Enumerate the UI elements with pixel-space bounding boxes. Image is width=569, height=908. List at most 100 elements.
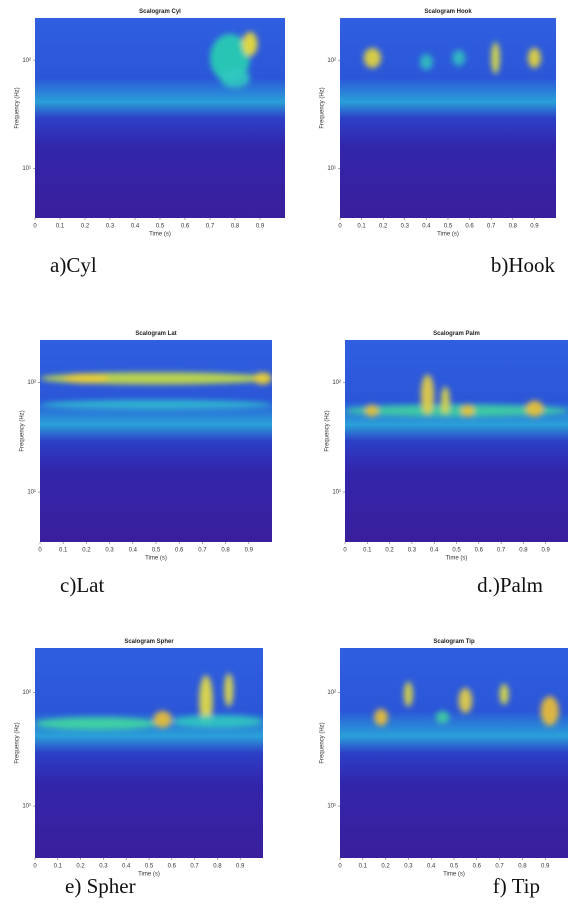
heatmap	[345, 340, 568, 542]
blob	[345, 404, 568, 417]
x-tick-label: 0.9	[530, 224, 539, 230]
x-tick-label: 0.1	[357, 224, 366, 230]
x-tick-label: 0.5	[452, 548, 461, 554]
x-tick-label: 0.3	[408, 548, 417, 554]
blob	[527, 48, 541, 68]
x-tick-label: 0	[338, 864, 342, 870]
x-tick-label: 0.7	[497, 548, 506, 554]
blob	[435, 711, 450, 724]
heatmap	[40, 340, 272, 542]
x-tick-label: 0.4	[430, 548, 439, 554]
y-axis-label: Frequency (Hz)	[15, 722, 21, 763]
blob	[63, 373, 110, 384]
x-tick-label: 0.4	[131, 224, 140, 230]
caption: d.)Palm	[477, 573, 543, 597]
x-tick-label: 0.3	[401, 224, 410, 230]
panel-title: Scalogram Hook	[424, 9, 472, 15]
y-axis-label: Frequency (Hz)	[320, 722, 326, 763]
panel: Scalogram Tip 0 0.1 0.2 0.3 0.4 0.5 0.6 0.7 0.8 0.…	[320, 639, 568, 898]
blob	[420, 374, 435, 415]
blob	[403, 681, 413, 707]
x-axis-label: Time (s)	[437, 232, 459, 238]
x-tick-label: 0.7	[495, 864, 504, 870]
x-tick-label: 0.5	[156, 224, 165, 230]
heatmap-blobs	[363, 42, 541, 74]
x-tick-label: 0.6	[175, 548, 184, 554]
panel-title: Scalogram Cyl	[139, 9, 181, 15]
x-tick-label: 0.9	[541, 864, 550, 870]
blob	[440, 386, 450, 415]
y-tick-label: 10²	[27, 380, 36, 386]
blob	[460, 404, 475, 417]
heatmap-blobs	[210, 32, 258, 88]
blob	[153, 711, 172, 728]
blob	[224, 673, 234, 707]
y-tick-label: 10²	[22, 690, 31, 696]
y-tick-label: 10¹	[22, 804, 31, 810]
x-tick-label: 0.2	[385, 548, 394, 554]
y-tick-label: 10²	[22, 58, 31, 64]
caption: b)Hook	[491, 253, 556, 277]
x-tick-label: 0.3	[106, 224, 115, 230]
y-tick-label: 10²	[332, 380, 341, 386]
x-tick-label: 0	[33, 224, 37, 230]
panel: Scalogram Cyl 0 0.1 0.2 0.3 0.4 0.5 0.6 0.7 0.8 0.…	[15, 9, 285, 277]
panel: Scalogram Palm 0 0.1 0.2 0.3 0.4 0.5 0.6 0.7 0.8 0…	[325, 331, 568, 597]
y-tick-label: 10²	[327, 690, 336, 696]
x-tick-label: 0.6	[473, 864, 482, 870]
x-tick-label: 0.2	[76, 864, 85, 870]
x-axis-label: Time (s)	[138, 872, 160, 878]
blob	[540, 696, 559, 726]
x-tick-label: 0.2	[81, 224, 90, 230]
caption: a)Cyl	[50, 253, 97, 277]
blob	[171, 715, 263, 728]
y-tick-label: 10¹	[332, 490, 341, 496]
x-tick-label: 0.8	[213, 864, 222, 870]
caption: e) Spher	[65, 874, 136, 898]
x-tick-label: 0.4	[129, 548, 138, 554]
x-tick-label: 0.1	[56, 224, 65, 230]
heatmap-blobs	[40, 372, 272, 410]
x-tick-label: 0.5	[444, 224, 453, 230]
x-tick-label: 0	[338, 224, 342, 230]
x-tick-label: 0.4	[427, 864, 436, 870]
y-axis-label: Frequency (Hz)	[20, 410, 26, 451]
x-tick-label: 0.7	[487, 224, 496, 230]
panel-title: Scalogram Palm	[433, 331, 480, 337]
x-tick-label: 0.7	[198, 548, 207, 554]
caption: c)Lat	[60, 573, 104, 597]
x-axis-label: Time (s)	[443, 872, 465, 878]
x-tick-label: 0.9	[245, 548, 254, 554]
x-tick-label: 0.6	[475, 548, 484, 554]
blob	[499, 683, 509, 705]
heatmap-blobs	[374, 681, 559, 726]
y-tick-label: 10¹	[327, 166, 336, 172]
x-tick-label: 0.9	[236, 864, 245, 870]
heatmap	[340, 648, 568, 858]
y-axis-label: Frequency (Hz)	[325, 410, 331, 451]
x-tick-label: 0.1	[59, 548, 68, 554]
x-tick-label: 0.7	[206, 224, 215, 230]
x-tick-label: 0.7	[190, 864, 199, 870]
panel: Scalogram Spher 0 0.1 0.2 0.3 0.4 0.5 0.6 0.7 0.8…	[15, 639, 263, 898]
y-tick-label: 10¹	[27, 490, 36, 496]
x-tick-label: 0.1	[363, 548, 372, 554]
panel: Scalogram Lat 0 0.1 0.2 0.3 0.4 0.5 0.6 0.7 0.8 0.…	[20, 331, 272, 597]
blob	[365, 404, 379, 417]
panel-title: Scalogram Lat	[135, 331, 176, 337]
y-axis-label: Frequency (Hz)	[15, 87, 21, 128]
blob	[452, 50, 466, 66]
panel: Scalogram Hook 0 0.1 0.2 0.3 0.4 0.5 0.6 0.7 0.8 0…	[320, 9, 556, 277]
blob	[35, 717, 159, 730]
panel-title: Scalogram Spher	[124, 639, 174, 645]
blob	[40, 399, 272, 410]
x-tick-label: 0	[343, 548, 347, 554]
blob	[253, 372, 272, 385]
blob	[374, 708, 388, 726]
heatmap-blobs	[345, 374, 568, 417]
x-tick-label: 0.8	[509, 224, 518, 230]
x-tick-label: 0.4	[122, 864, 131, 870]
x-tick-label: 0.8	[221, 548, 230, 554]
x-tick-label: 0.5	[152, 548, 161, 554]
blob	[458, 687, 473, 714]
